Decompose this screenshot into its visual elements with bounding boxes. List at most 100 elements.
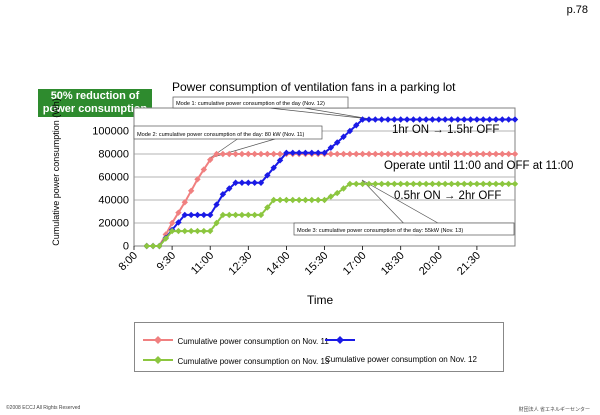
x-tick-label: 12:30 [226,250,254,278]
data-point [492,150,500,158]
data-point [308,196,315,204]
data-point [454,150,462,158]
data-point [486,116,493,123]
y-tick-label: 100000 [92,126,129,138]
data-point [511,150,519,158]
data-point [365,150,373,158]
data-point [422,150,430,158]
x-tick-label: 21:30 [455,250,483,278]
data-point [181,211,188,219]
reduction-badge: 50% reduction of power consumption [38,89,152,117]
y-tick-label: 80000 [98,149,129,161]
data-point [327,144,335,151]
badge-line-1: 50% reduction of [50,90,140,102]
data-point [391,116,398,123]
data-point [511,180,519,188]
data-point [346,180,354,188]
data-point [257,150,265,158]
data-point [441,116,449,123]
data-point [264,150,271,158]
data-point [257,211,265,219]
data-point [251,150,258,158]
legend-marker-nov13 [143,355,173,364]
copyright: ©2008 ECCJ All Rights Reserved [6,405,81,411]
data-point [499,180,506,188]
data-point [378,150,385,158]
data-point [295,196,303,204]
legend-marker-nov11 [143,335,173,344]
data-point [226,185,233,192]
data-point [473,150,481,158]
data-point [448,116,455,123]
data-point [270,164,277,171]
data-point [448,150,455,158]
data-point [359,180,366,188]
data-point [359,150,366,158]
data-point [429,150,436,158]
data-point [283,196,290,204]
y-tick-label: 60000 [98,172,129,184]
data-point [461,116,468,123]
mode2-callout-box [133,125,323,140]
data-point [143,242,150,250]
data-point [480,116,487,123]
data-point [403,116,411,123]
x-axis-label: Time [307,293,334,307]
data-point [372,180,379,188]
data-point [213,219,220,227]
data-point [473,116,481,123]
data-point [353,180,360,188]
data-point [461,150,468,158]
data-point [359,116,366,123]
data-point [226,211,233,219]
data-point [454,116,462,123]
data-point [422,116,430,123]
data-point [454,180,462,188]
chart-title: Power consumption of ventilation fans in… [172,80,456,94]
data-point [397,116,404,123]
data-point [295,149,303,157]
data-point [219,150,227,158]
data-point [245,150,252,158]
data-point [270,150,277,158]
mode3-callout-box [293,222,515,236]
mode1-callout: Mode 1: cumulative power consumption of … [172,96,371,120]
data-point [175,209,182,216]
organization: 財団法人 省エネルギーセンター [518,407,590,413]
data-point [302,149,309,157]
data-point [403,150,411,158]
mode3-callout: Mode 3: cumulative power consumption of … [293,179,515,236]
data-point [391,180,398,188]
data-point [384,150,392,158]
annotation-1hr-on: 1hr ON → 1.5hr OFF [392,124,499,136]
data-point [264,172,271,179]
data-point [467,116,474,123]
data-point [219,191,227,198]
data-point [162,235,169,242]
data-point [416,150,423,158]
data-point [511,116,519,123]
data-point [372,116,379,123]
legend-marker-nov12 [325,335,355,344]
data-point [505,116,512,123]
data-point [334,189,341,197]
data-point [168,227,176,235]
data-point [175,219,182,226]
data-point [365,180,373,188]
page-number: p.78 [566,4,588,16]
data-point [207,227,214,235]
data-point [480,150,487,158]
legend-label-nov11: Cumulative power consumption on Nov. 11 [177,337,329,346]
data-point [441,180,449,188]
data-point [435,150,442,158]
data-point [181,199,188,206]
data-point [187,211,195,219]
data-point [410,116,417,123]
data-point [327,193,335,200]
x-tick-label: 20:00 [417,250,445,278]
data-point [232,211,239,219]
data-point [346,150,354,158]
data-point [232,179,239,186]
data-point [156,242,163,250]
data-point [207,156,214,163]
